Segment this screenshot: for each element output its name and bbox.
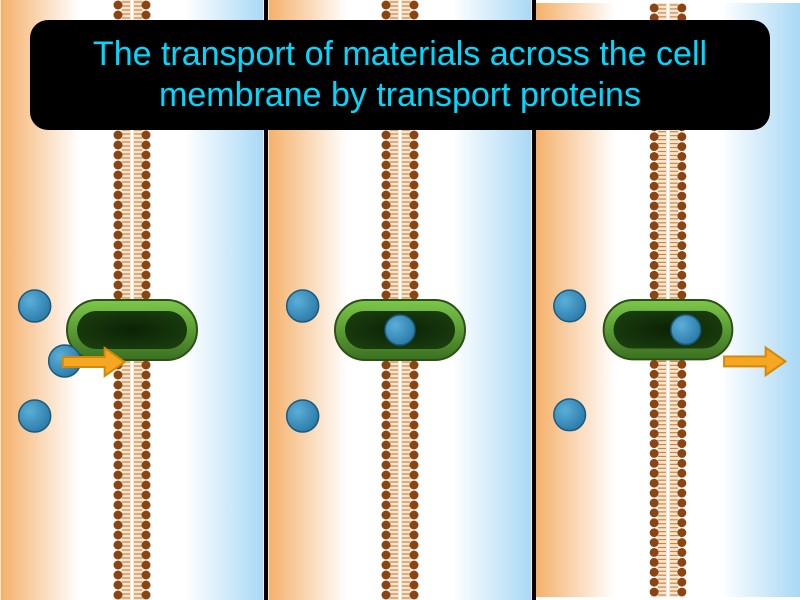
molecule <box>287 290 319 322</box>
transport-protein <box>604 300 733 359</box>
molecule-in-channel <box>385 315 415 345</box>
molecule-in-channel <box>671 315 701 345</box>
molecule <box>19 290 51 322</box>
title-box: The transport of materials across the ce… <box>30 20 770 130</box>
molecule <box>19 400 51 432</box>
molecule <box>554 290 586 322</box>
molecule <box>554 399 586 431</box>
title-text: The transport of materials across the ce… <box>93 35 707 114</box>
molecule <box>287 400 319 432</box>
transport-protein <box>67 300 197 360</box>
